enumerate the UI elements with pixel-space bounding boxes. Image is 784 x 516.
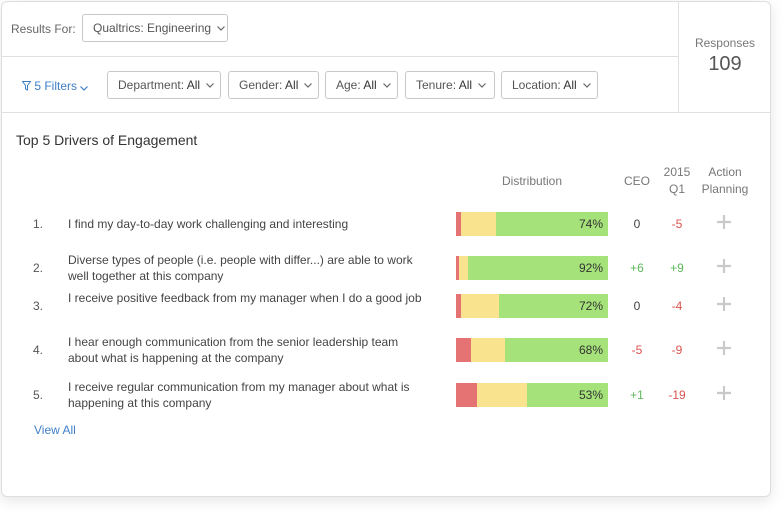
responses-count: 109 — [708, 53, 742, 75]
distribution-percent: 68% — [578, 343, 603, 357]
ceo-delta: +6 — [630, 261, 644, 275]
distribution-percent: 92% — [578, 261, 603, 275]
responses-label: Responses — [694, 36, 756, 50]
gender-filter[interactable]: Gender: All — [228, 71, 319, 99]
ceo-column-header: CEO — [623, 174, 650, 188]
add-action-plan-plus-icon[interactable] — [715, 384, 733, 402]
driver-text: I hear enough communication from the sen… — [68, 335, 399, 365]
add-action-plan-plus-icon[interactable] — [715, 295, 733, 313]
funnel-icon — [21, 79, 32, 93]
results-for-value: Qualtrics: Engineering — [93, 21, 212, 35]
distribution-segment-green — [495, 212, 608, 236]
results-for-label: Results For: — [11, 22, 76, 36]
engagement-card: Results For: Qualtrics: Engineering 5 Fi… — [1, 1, 771, 497]
q1-delta: -9 — [671, 343, 683, 357]
distribution-segment-yellow — [460, 212, 496, 236]
chevron-down-icon — [382, 72, 391, 98]
ceo-delta: 0 — [633, 299, 641, 313]
gender-filter-label: Gender: — [239, 78, 283, 92]
q1-delta: -5 — [671, 217, 683, 231]
distribution-segment-green — [468, 256, 608, 280]
add-action-plan-plus-icon[interactable] — [715, 213, 733, 231]
distribution-percent: 74% — [578, 217, 603, 231]
tenure-filter-value: All — [458, 78, 473, 92]
distribution-segment-red — [456, 256, 460, 280]
section-title: Top 5 Drivers of Engagement — [16, 132, 198, 148]
distribution-percent: 72% — [578, 299, 603, 313]
driver-rank: 2. — [33, 261, 44, 275]
results-bar: Results For: Qualtrics: Engineering — [2, 2, 678, 57]
chevron-down-icon — [478, 72, 486, 98]
age-filter-value: All — [363, 78, 377, 92]
driver-text: I receive regular communication from my … — [68, 380, 410, 410]
chevron-down-icon — [80, 79, 89, 93]
chevron-down-icon — [304, 72, 313, 98]
ceo-delta: -5 — [631, 343, 643, 357]
location-filter-value: All — [563, 78, 577, 92]
gender-filter-value: All — [285, 78, 299, 92]
distribution-segment-yellow — [477, 383, 528, 407]
driver-rank: 3. — [33, 299, 44, 313]
distribution-bar: 53% — [456, 383, 608, 407]
age-filter[interactable]: Age: All — [325, 71, 398, 99]
distribution-bar: 68% — [456, 338, 608, 362]
q1-column-header-year: 2015 — [663, 165, 691, 179]
results-for-dropdown[interactable]: Qualtrics: Engineering — [82, 14, 228, 42]
tenure-filter[interactable]: Tenure: All — [405, 71, 495, 99]
driver-row: 2. Diverse types of people (i.e. people w… — [2, 253, 770, 283]
filter-bar: 5 Filters Department: All Gender: All Ag… — [2, 57, 678, 113]
action-planning-header-line1: Action — [708, 165, 742, 179]
q1-column-header: 2015 Q1 — [655, 164, 699, 198]
distribution-segment-green — [504, 338, 608, 362]
location-filter-label: Location: — [512, 78, 561, 92]
distribution-bar: 72% — [456, 294, 608, 318]
filters-count-label: 5 Filters — [34, 79, 78, 93]
department-filter-label: Department: — [118, 78, 185, 92]
driver-text: I find my day-to-day work challenging an… — [68, 217, 349, 231]
distribution-column-header: Distribution — [501, 174, 563, 188]
action-planning-column-header: Action Planning — [696, 164, 754, 198]
chevron-down-icon — [582, 72, 591, 98]
driver-rank: 1. — [33, 217, 44, 231]
distribution-bar: 92% — [456, 256, 608, 280]
view-all-link[interactable]: View All — [34, 423, 76, 437]
chevron-down-icon — [217, 15, 225, 41]
distribution-segment-yellow — [460, 294, 499, 318]
distribution-bar: 74% — [456, 212, 608, 236]
driver-rank: 4. — [33, 343, 44, 357]
q1-delta: -4 — [671, 299, 683, 313]
distribution-segment-red — [456, 294, 461, 318]
location-filter[interactable]: Location: All — [501, 71, 598, 99]
q1-delta: -19 — [668, 388, 686, 402]
q1-column-header-quarter: Q1 — [668, 182, 685, 196]
distribution-percent: 53% — [578, 388, 603, 402]
action-planning-header-line2: Planning — [701, 182, 749, 196]
tenure-filter-label: Tenure: — [416, 78, 457, 92]
ceo-delta: +1 — [630, 388, 644, 402]
driver-rank: 5. — [33, 388, 44, 402]
distribution-segment-red — [456, 383, 478, 407]
responses-panel: Responses 109 — [678, 2, 770, 113]
distribution-segment-red — [456, 212, 461, 236]
q1-delta: +9 — [670, 261, 684, 275]
add-action-plan-plus-icon[interactable] — [715, 339, 733, 357]
add-action-plan-plus-icon[interactable] — [715, 257, 733, 275]
distribution-segment-green — [527, 383, 608, 407]
chevron-down-icon — [206, 72, 214, 98]
department-filter-value: All — [186, 78, 201, 92]
driver-text: I receive positive feedback from my mana… — [68, 291, 422, 305]
driver-row: 5. I receive regular communication from m… — [2, 380, 770, 410]
filters-toggle[interactable]: 5 Filters — [21, 79, 89, 93]
distribution-segment-yellow — [471, 338, 505, 362]
driver-row: 4. I hear enough communication from the s… — [2, 335, 770, 365]
age-filter-label: Age: — [336, 78, 361, 92]
department-filter[interactable]: Department: All — [107, 71, 221, 99]
ceo-delta: 0 — [633, 217, 641, 231]
distribution-segment-red — [456, 338, 472, 362]
distribution-segment-yellow — [459, 256, 469, 280]
driver-row: 3. I receive positive feedback from my ma… — [2, 291, 770, 318]
driver-text: Diverse types of people (i.e. people wit… — [68, 253, 413, 283]
distribution-segment-green — [498, 294, 608, 318]
driver-row: 1. I find my day-to-day work challenging … — [2, 212, 770, 236]
